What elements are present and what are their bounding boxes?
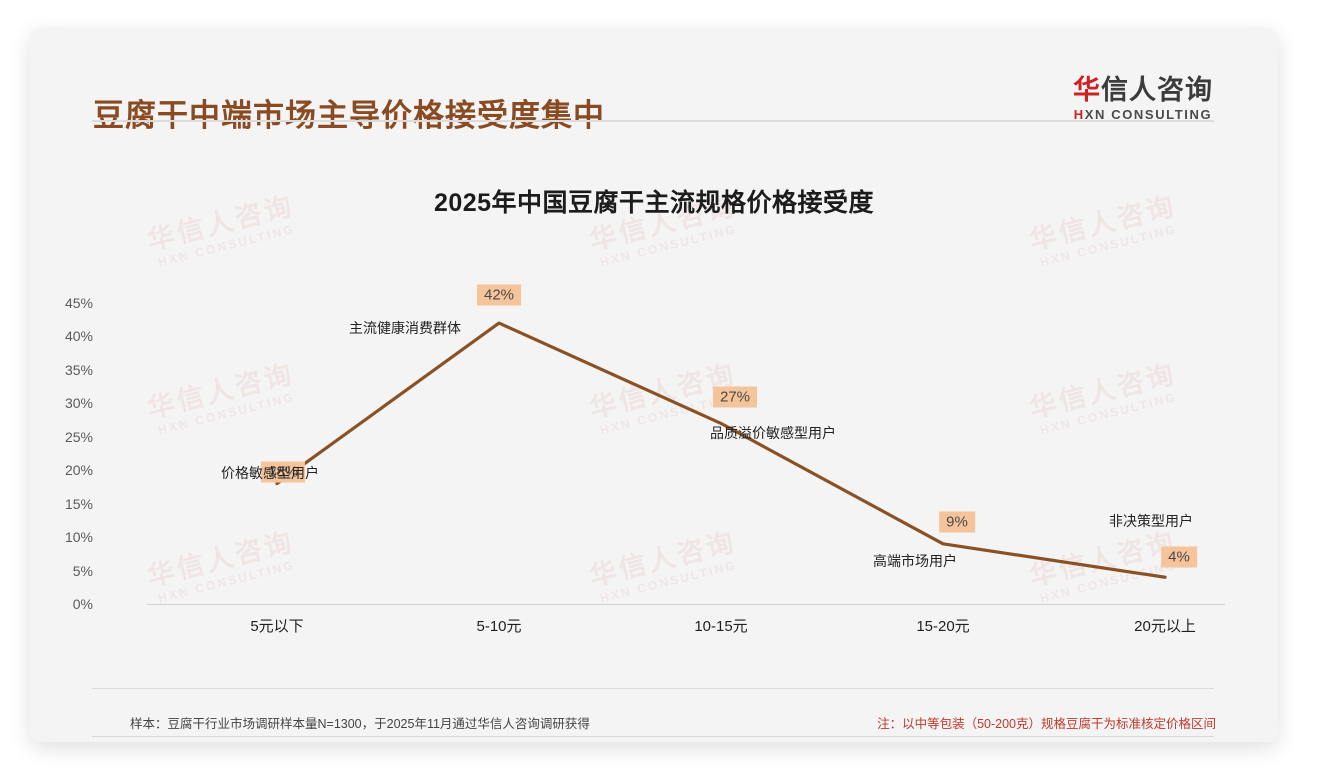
header-divider xyxy=(92,120,1214,122)
notes-divider xyxy=(92,688,1214,689)
series-annotation: 主流健康消费群体 xyxy=(349,320,461,336)
x-axis-tick: 10-15元 xyxy=(694,618,748,635)
x-axis-tick: 5-10元 xyxy=(476,618,522,635)
x-axis-tick: 20元以上 xyxy=(1134,618,1196,635)
page-title: 豆腐干中端市场主导价格接受度集中 xyxy=(93,98,605,133)
watermark-en: HXN CONSULTING xyxy=(598,221,739,270)
data-point-label: 4% xyxy=(1161,546,1197,568)
y-axis-tick: 40% xyxy=(64,328,93,345)
x-axis-tick: 5元以下 xyxy=(250,618,304,635)
watermark-en: HXN CONSULTING xyxy=(156,221,297,270)
y-axis-tick: 30% xyxy=(64,395,93,412)
series-annotation: 品质溢价敏感型用户 xyxy=(710,425,836,441)
series-annotation: 价格敏感型用户 xyxy=(221,465,319,481)
sample-note: 样本：豆腐干行业市场调研样本量N=1300，于2025年11月通过华信人咨询调研… xyxy=(130,717,590,731)
slide-card: 华信人咨询 HXN CONSULTING 华信人咨询 HXN CONSULTIN… xyxy=(30,28,1278,742)
x-axis-line xyxy=(147,604,1225,605)
slide-header: 豆腐干中端市场主导价格接受度集中 华信人咨询 HXN CONSULTING xyxy=(30,28,1278,133)
y-axis-tick: 45% xyxy=(64,295,93,311)
data-point-label: 27% xyxy=(712,386,758,408)
y-axis-tick: 25% xyxy=(64,428,93,445)
y-axis-tick: 20% xyxy=(64,462,93,479)
series-annotation: 高端市场用户 xyxy=(873,553,957,569)
line-chart: 0% 5% 10% 15% 20% 25% 30% 35% 40% 45% 18% 42% 27% 9%… xyxy=(65,283,1225,635)
data-point-label: 9% xyxy=(939,511,975,533)
footer-divider xyxy=(92,736,1214,737)
logo-chinese-text: 华信人咨询 xyxy=(1073,76,1213,104)
series-annotation: 非决策型用户 xyxy=(1109,513,1193,529)
data-point-label: 18% xyxy=(260,461,306,483)
company-logo: 华信人咨询 HXN CONSULTING xyxy=(1073,76,1213,123)
remark-note: 注：以中等包装（50-200克）规格豆腐干为标准核定价格区间 xyxy=(877,717,1216,731)
chart-title: 2025年中国豆腐干主流规格价格接受度 xyxy=(433,189,875,217)
logo-h-char: H xyxy=(1073,107,1085,123)
data-point-label: 42% xyxy=(476,284,522,306)
y-axis-tick: 15% xyxy=(64,495,93,512)
logo-en-rest: XN CONSULTING xyxy=(1084,107,1213,123)
logo-cn-rest: 信人咨询 xyxy=(1101,75,1213,105)
chart-series-svg xyxy=(275,321,1167,579)
watermark-en: HXN CONSULTING xyxy=(1038,221,1179,270)
logo-english-text: HXN CONSULTING xyxy=(1073,107,1213,122)
y-axis-tick: 35% xyxy=(64,361,93,378)
y-axis-tick: 10% xyxy=(64,529,93,546)
y-axis-tick: 0% xyxy=(72,596,93,612)
x-axis-tick: 15-20元 xyxy=(916,618,970,635)
y-axis-tick: 5% xyxy=(72,562,93,579)
logo-hua-char: 华 xyxy=(1073,75,1101,105)
